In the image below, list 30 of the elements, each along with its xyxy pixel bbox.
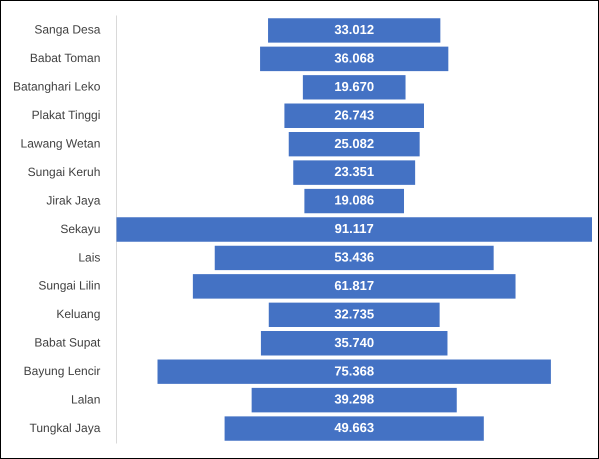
data-label: 36.068 — [334, 50, 374, 66]
data-label: 39.298 — [334, 392, 374, 407]
category-label: Sekayu — [60, 222, 100, 236]
data-label: 19.670 — [334, 78, 374, 94]
category-label: Tungkal Jaya — [29, 420, 101, 435]
data-label: 19.086 — [334, 192, 374, 208]
data-label: 35.740 — [334, 334, 374, 350]
category-label: Lawang Wetan — [20, 136, 100, 150]
data-label: 53.436 — [334, 250, 374, 265]
category-label: Sungai Keruh — [28, 164, 100, 179]
data-label: 33.012 — [334, 22, 374, 37]
data-label: 75.368 — [334, 363, 374, 378]
data-label: 32.735 — [334, 306, 374, 322]
data-label: 25.082 — [334, 136, 374, 151]
data-label: 61.817 — [334, 278, 374, 293]
category-label: Bayung Lencir — [24, 364, 100, 378]
data-label: 91.117 — [334, 221, 374, 236]
category-label: Lalan — [71, 392, 100, 406]
category-label: Jirak Jaya — [46, 193, 101, 208]
category-label: Plakat Tinggi — [32, 108, 100, 122]
category-label: Babat Toman — [30, 51, 100, 66]
data-label: 23.351 — [334, 164, 374, 180]
category-label: Sungai Lilin — [38, 278, 100, 293]
data-label: 49.663 — [334, 420, 374, 436]
category-label: Sanga Desa — [34, 22, 101, 37]
category-label: Lais — [78, 250, 100, 264]
category-label: Keluang — [56, 307, 100, 322]
category-label: Batanghari Leko — [12, 80, 101, 94]
data-label: 26.743 — [334, 107, 374, 122]
category-label: Babat Supat — [34, 336, 102, 350]
